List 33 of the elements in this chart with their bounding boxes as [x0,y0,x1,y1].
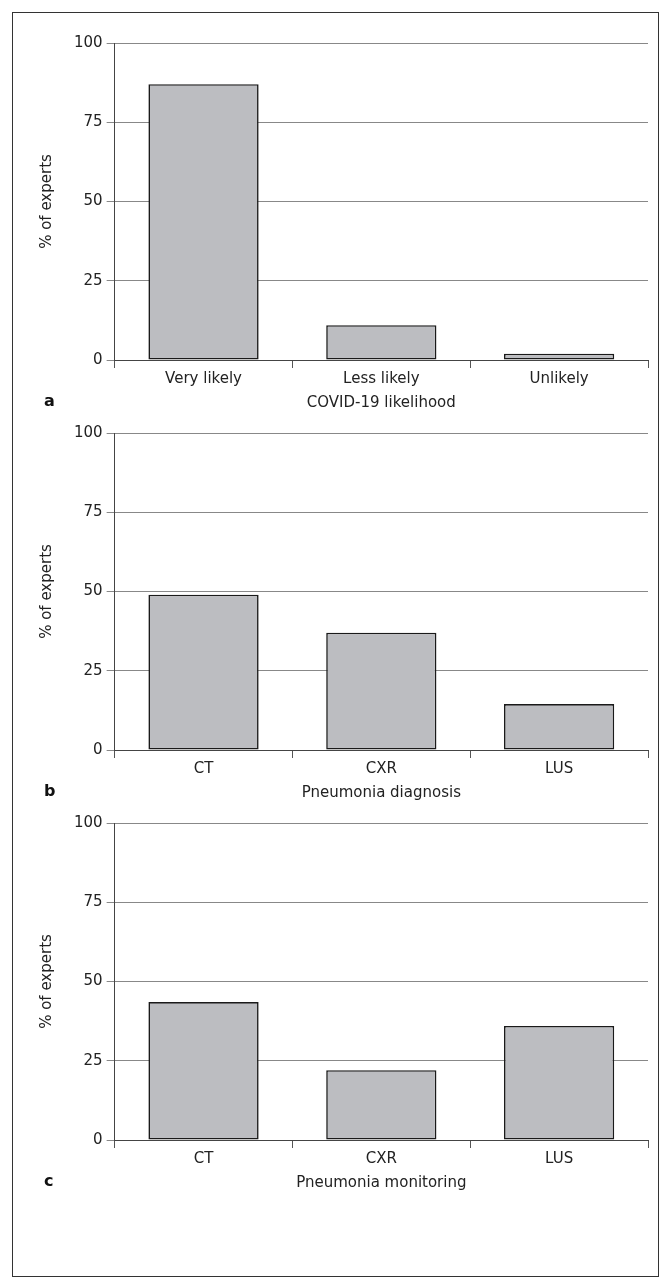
x-tick-label: CT [193,1148,215,1167]
y-axis-title: % of experts [36,933,55,1029]
y-tick-label: 50 [83,581,103,600]
y-tick-label: 75 [83,892,103,911]
x-tick-label: Unlikely [529,368,589,387]
x-tick-label: CXR [365,758,397,777]
y-tick-label: 100 [73,32,103,51]
x-tick-label: LUS [545,1148,574,1167]
y-tick-label: 0 [93,1129,103,1148]
y-tick-label: 50 [83,191,103,210]
text: c [44,1171,54,1191]
x-axis-title: Pneumonia monitoring [296,1172,467,1191]
text: b [44,781,56,801]
x-tick-label: CXR [365,1148,397,1167]
y-tick-label: 100 [73,812,103,831]
x-axis-title: COVID-19 likelihood [306,392,456,411]
x-tick-label: Less likely [343,368,420,387]
y-tick-label: 0 [93,739,103,758]
y-tick-label: 0 [93,349,103,368]
y-axis-title: % of experts [36,543,55,639]
y-axis-title: % of experts [36,153,55,249]
y-tick-label: 50 [83,971,103,990]
x-tick-label: Very likely [165,368,243,387]
x-axis-title: Pneumonia diagnosis [301,782,462,801]
y-tick-label: 75 [83,112,103,131]
x-tick-label: CT [193,758,215,777]
x-tick-label: LUS [545,758,574,777]
y-tick-label: 25 [83,270,103,289]
y-tick-label: 75 [83,502,103,521]
y-tick-label: 25 [83,660,103,679]
text: a [44,391,55,411]
y-tick-label: 100 [73,422,103,441]
y-tick-label: 25 [83,1050,103,1069]
